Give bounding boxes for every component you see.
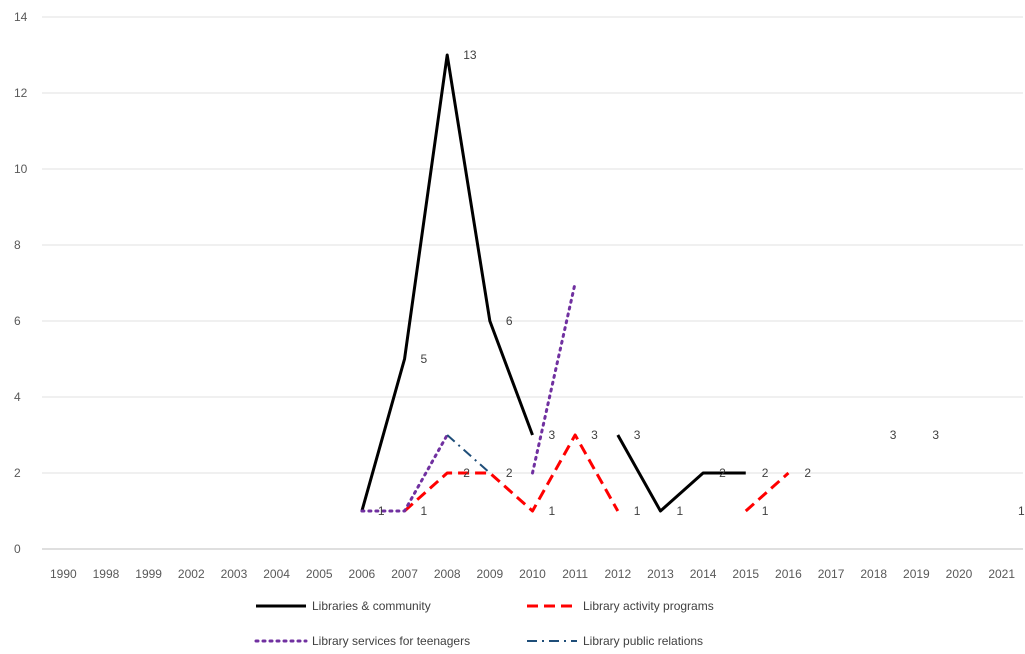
- data-label: 3: [591, 428, 598, 442]
- x-axis: 1990 1998 1999 2002 2003 2004 2005 2006 2007 2008…: [50, 567, 1015, 581]
- x-tick-label: 2015: [732, 567, 759, 581]
- x-tick-label: 2017: [818, 567, 845, 581]
- y-tick-label: 4: [14, 390, 21, 404]
- series-line-4: [446, 434, 491, 474]
- data-label: 5: [421, 352, 428, 366]
- x-tick-label: 2002: [178, 567, 205, 581]
- y-tick-label: 8: [14, 238, 21, 252]
- x-tick-label: 2005: [306, 567, 333, 581]
- x-tick-label: 2012: [604, 567, 631, 581]
- legend-label: Library public relations: [583, 634, 703, 648]
- series-line-1: [360, 53, 534, 512]
- data-label: 13: [463, 48, 477, 62]
- x-tick-label: 2009: [476, 567, 503, 581]
- y-tick-label: 14: [14, 10, 28, 24]
- series-line-3: [531, 281, 577, 475]
- data-label: 1: [676, 504, 683, 518]
- x-tick-label: 1998: [93, 567, 120, 581]
- series-line-3: [360, 433, 449, 513]
- data-label: 2: [762, 466, 769, 480]
- legend-item: Library public relations: [527, 634, 703, 648]
- data-label: 1: [421, 504, 428, 518]
- x-tick-label: 2016: [775, 567, 802, 581]
- data-label: 3: [549, 428, 556, 442]
- gridlines: [42, 16, 1023, 550]
- legend: Libraries & community Library activity pr…: [254, 599, 714, 648]
- series-line-2: [403, 433, 620, 513]
- x-tick-label: 2018: [860, 567, 887, 581]
- y-tick-label: 0: [14, 542, 21, 556]
- data-label: 6: [506, 314, 513, 328]
- x-tick-label: 2014: [690, 567, 717, 581]
- x-tick-label: 2003: [221, 567, 248, 581]
- x-tick-label: 2019: [903, 567, 930, 581]
- data-label: 2: [506, 466, 513, 480]
- y-axis: 0 2 4 6 8 10 12 14: [14, 10, 28, 556]
- legend-item: Libraries & community: [256, 599, 431, 613]
- x-tick-label: 2010: [519, 567, 546, 581]
- x-tick-label: 2013: [647, 567, 674, 581]
- data-label: 2: [804, 466, 811, 480]
- data-label: 1: [549, 504, 556, 518]
- legend-item: Library activity programs: [527, 599, 714, 613]
- y-tick-label: 6: [14, 314, 21, 328]
- data-label: 1: [762, 504, 769, 518]
- legend-label: Libraries & community: [312, 599, 431, 613]
- x-tick-label: 1990: [50, 567, 77, 581]
- legend-item: Library services for teenagers: [254, 634, 470, 648]
- x-tick-label: 2020: [946, 567, 973, 581]
- data-label: 1: [1018, 504, 1025, 518]
- x-tick-label: 2011: [562, 567, 588, 581]
- x-tick-label: 2004: [263, 567, 290, 581]
- series-line-1: [616, 434, 746, 513]
- data-label: 3: [932, 428, 939, 442]
- y-tick-label: 12: [14, 86, 28, 100]
- x-tick-label: 2007: [391, 567, 418, 581]
- y-tick-label: 2: [14, 466, 21, 480]
- data-label: 3: [890, 428, 897, 442]
- y-tick-label: 10: [14, 162, 28, 176]
- legend-label: Library activity programs: [583, 599, 714, 613]
- data-label: 1: [634, 504, 641, 518]
- x-tick-label: 2021: [988, 567, 1015, 581]
- data-label: 1: [378, 504, 385, 518]
- legend-label: Library services for teenagers: [312, 634, 470, 648]
- data-label: 3: [634, 428, 641, 442]
- series-lines: [360, 53, 790, 513]
- x-tick-label: 2006: [349, 567, 376, 581]
- x-tick-label: 2008: [434, 567, 461, 581]
- x-tick-label: 1999: [135, 567, 162, 581]
- data-label: 2: [719, 466, 726, 480]
- data-label: 2: [463, 466, 470, 480]
- series-line-2: [744, 471, 790, 513]
